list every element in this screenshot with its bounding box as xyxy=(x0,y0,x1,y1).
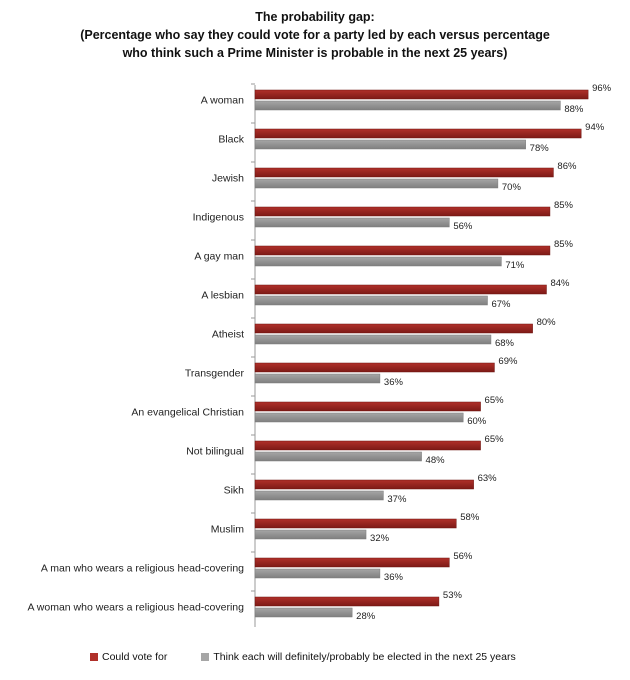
category-label: Not bilingual xyxy=(186,446,244,458)
data-label: 94% xyxy=(585,122,605,133)
data-label: 32% xyxy=(370,533,390,544)
bar-think-elected xyxy=(254,178,499,189)
legend-label-think-elected: Think each will definitely/probably be e… xyxy=(213,651,516,663)
category-label: Transgender xyxy=(185,368,245,380)
legend-label-could-vote: Could vote for xyxy=(102,651,168,663)
legend: Could vote for Think each will definitel… xyxy=(90,651,550,663)
bar-could-vote xyxy=(254,89,589,100)
data-label: 85% xyxy=(554,200,574,211)
bar-think-elected xyxy=(254,490,384,501)
data-label: 36% xyxy=(384,377,404,388)
data-label: 65% xyxy=(485,395,505,406)
bar-could-vote xyxy=(254,206,551,217)
bar-could-vote xyxy=(254,362,495,373)
data-label: 69% xyxy=(498,356,518,367)
category-label: A lesbian xyxy=(201,290,244,302)
data-label: 28% xyxy=(356,611,376,622)
bar-think-elected xyxy=(254,451,422,462)
category-label: A woman xyxy=(201,95,244,107)
data-label: 56% xyxy=(453,551,473,562)
data-label: 63% xyxy=(478,473,498,484)
bar-think-elected xyxy=(254,217,450,228)
category-label: Muslim xyxy=(211,524,245,536)
data-label: 53% xyxy=(443,590,463,601)
bar-think-elected xyxy=(254,139,526,150)
category-label: Sikh xyxy=(224,485,245,497)
bar-could-vote xyxy=(254,518,457,529)
data-label: 96% xyxy=(592,83,612,94)
category-label: Atheist xyxy=(212,329,244,341)
bar-think-elected xyxy=(254,256,502,267)
data-label: 48% xyxy=(426,455,446,466)
legend-swatch-think-elected xyxy=(201,653,210,661)
data-label: 85% xyxy=(554,239,574,250)
data-label: 65% xyxy=(485,434,505,445)
bar-could-vote xyxy=(254,284,547,295)
data-label: 80% xyxy=(537,317,557,328)
bar-could-vote xyxy=(254,128,582,139)
bar-could-vote xyxy=(254,440,481,451)
category-label: A gay man xyxy=(194,251,244,263)
chart-subtitle-line-2: who think such a Prime Minister is proba… xyxy=(122,46,508,60)
data-label: 37% xyxy=(387,494,407,505)
bar-could-vote xyxy=(254,323,533,334)
chart-title-block: The probability gap: (Percentage who say… xyxy=(0,8,630,62)
data-label: 70% xyxy=(502,182,522,193)
data-label: 58% xyxy=(460,512,480,523)
data-label: 36% xyxy=(384,572,404,583)
legend-swatch-could-vote xyxy=(90,653,98,661)
category-label: Indigenous xyxy=(193,212,244,224)
bar-could-vote xyxy=(254,557,450,568)
legend-item-think-elected: Think each will definitely/probably be e… xyxy=(201,651,516,663)
category-label: A woman who wears a religious head-cover… xyxy=(27,602,244,614)
data-label: 56% xyxy=(453,221,473,232)
category-label: A man who wears a religious head-coverin… xyxy=(41,563,244,575)
legend-item-could-vote: Could vote for xyxy=(90,651,167,663)
bar-could-vote xyxy=(254,596,440,607)
bar-think-elected xyxy=(254,529,367,540)
category-label: Black xyxy=(218,134,244,146)
bar-could-vote xyxy=(254,167,554,178)
chart-subtitle-line-1: (Percentage who say they could vote for … xyxy=(80,28,550,42)
category-label: Jewish xyxy=(212,173,244,185)
data-label: 86% xyxy=(557,161,577,172)
bar-think-elected xyxy=(254,334,492,345)
bar-could-vote xyxy=(254,245,551,256)
category-label: An evangelical Christian xyxy=(131,407,244,419)
bar-could-vote xyxy=(254,401,481,412)
data-label: 60% xyxy=(467,416,487,427)
data-label: 71% xyxy=(505,260,525,271)
bar-think-elected xyxy=(254,100,561,111)
bar-think-elected xyxy=(254,295,488,306)
data-label: 68% xyxy=(495,338,515,349)
data-label: 67% xyxy=(491,299,511,310)
bar-think-elected xyxy=(254,412,464,423)
data-label: 84% xyxy=(550,278,570,289)
bar-think-elected xyxy=(254,568,381,579)
data-label: 78% xyxy=(530,143,550,154)
data-label: 88% xyxy=(564,104,584,115)
bar-think-elected xyxy=(254,607,353,618)
chart-title: The probability gap: xyxy=(255,10,375,24)
bar-think-elected xyxy=(254,373,381,384)
bar-could-vote xyxy=(254,479,474,490)
